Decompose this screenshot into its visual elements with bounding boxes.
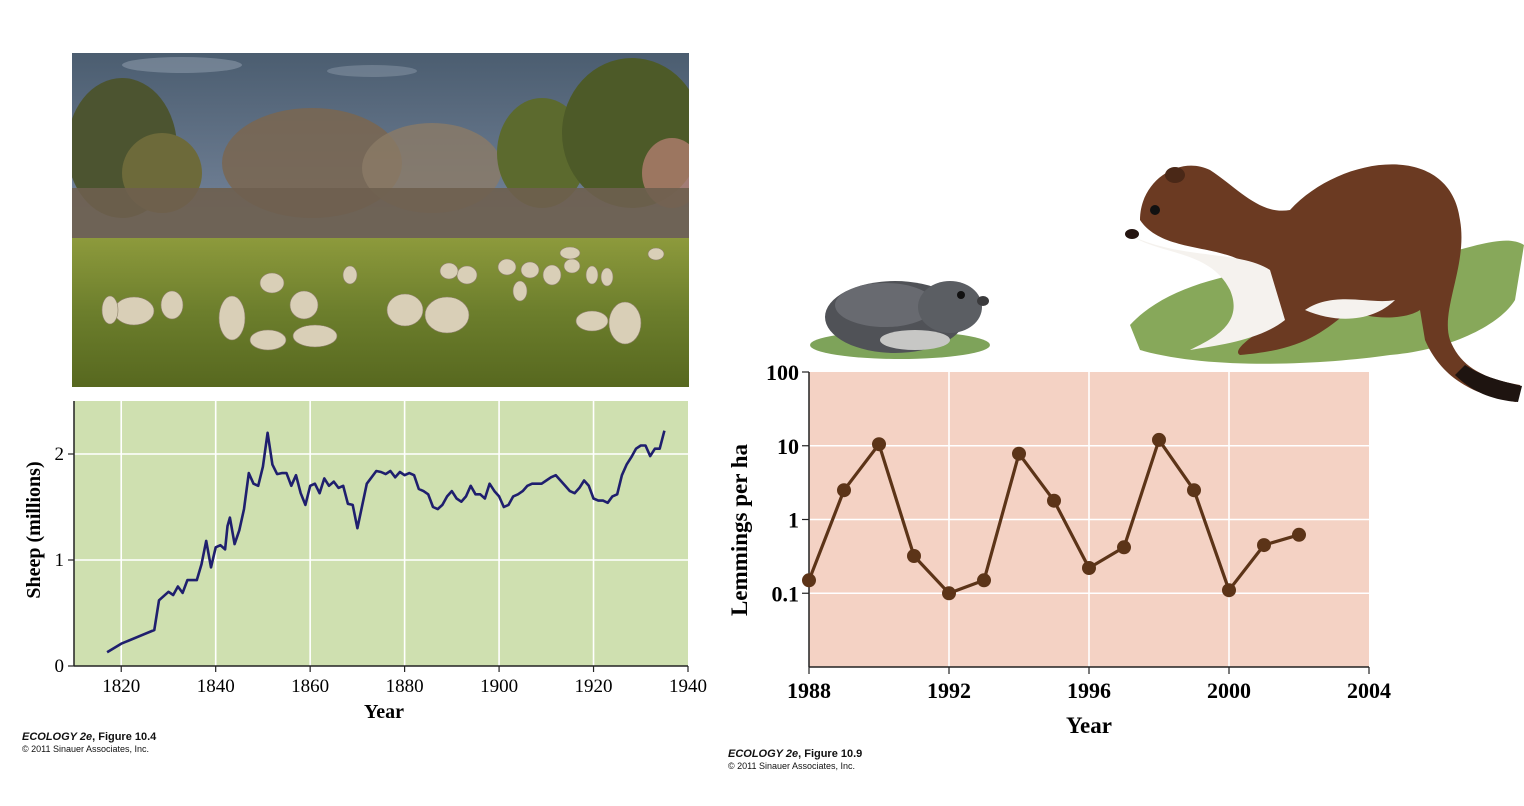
data-point [1257, 538, 1271, 553]
x-tick-label: 2004 [1347, 678, 1391, 703]
data-point [1152, 432, 1166, 447]
data-point [837, 483, 851, 498]
y-tick-label: 1 [788, 508, 799, 533]
y-tick-label: 0.1 [772, 581, 800, 606]
figure-credit-left: ECOLOGY 2e, Figure 10.4 © 2011 Sinauer A… [22, 731, 156, 754]
y-tick-label: 2 [55, 444, 65, 465]
copyright-text: © 2011 Sinauer Associates, Inc. [22, 744, 150, 754]
book-title: ECOLOGY 2e [728, 748, 799, 760]
x-tick-label: 1860 [291, 676, 329, 697]
data-point [1222, 583, 1236, 598]
data-point [802, 573, 816, 588]
lemming-population-chart: 1988 1992 1996 2000 2004 0.1 1 10 100 Year Lemmi… [727, 360, 1391, 738]
y-tick-label: 100 [766, 360, 799, 385]
x-axis-label: Year [364, 701, 404, 720]
x-tick-label: 1920 [575, 676, 613, 697]
data-point [1292, 527, 1306, 542]
x-tick-label: 1840 [197, 676, 235, 697]
data-point [1012, 446, 1026, 461]
plot-area [74, 401, 688, 666]
sheep-photo-drawing [72, 53, 689, 387]
stoat-eye [1150, 205, 1160, 215]
data-point [907, 549, 921, 563]
y-tick-label: 0 [55, 656, 65, 677]
sheep-population-chart: 1820 1840 1860 1880 1900 1920 1940 0 1 2 Year She… [23, 401, 707, 720]
x-tick-label: 1820 [102, 676, 140, 697]
lemming-eye [957, 291, 965, 299]
x-tick-label: 1996 [1067, 678, 1111, 703]
data-point [1082, 561, 1096, 575]
data-point [977, 573, 991, 588]
y-axis-label: Lemmings per ha [727, 443, 752, 616]
x-axis-label: Year [1066, 713, 1112, 738]
x-tick-label: 1880 [386, 676, 424, 697]
y-axis-label: Sheep (millions) [23, 461, 45, 598]
data-point [1047, 493, 1061, 508]
data-point [942, 586, 956, 601]
copyright-text: © 2011 Sinauer Associates, Inc. [728, 761, 856, 771]
lemming-illustration [810, 281, 990, 359]
book-title: ECOLOGY 2e [22, 731, 93, 743]
data-point [1187, 483, 1201, 498]
data-point [1117, 540, 1131, 555]
figure-number: , Figure 10.9 [798, 748, 863, 760]
y-tick-label: 10 [777, 434, 799, 459]
x-tick-label: 2000 [1207, 678, 1251, 703]
x-tick-label: 1988 [787, 678, 831, 703]
figure-credit-right: ECOLOGY 2e, Figure 10.9 © 2011 Sinauer A… [728, 748, 862, 771]
sheep-pasture-photo [72, 53, 689, 387]
x-tick-label: 1900 [480, 676, 518, 697]
stoat-illustration [1125, 164, 1524, 402]
x-tick-label: 1940 [669, 676, 707, 697]
y-tick-label: 1 [55, 550, 65, 571]
data-point [872, 437, 886, 452]
figure-number: , Figure 10.4 [92, 731, 157, 743]
x-tick-label: 1992 [927, 678, 971, 703]
sheep-series-line [106, 430, 666, 654]
